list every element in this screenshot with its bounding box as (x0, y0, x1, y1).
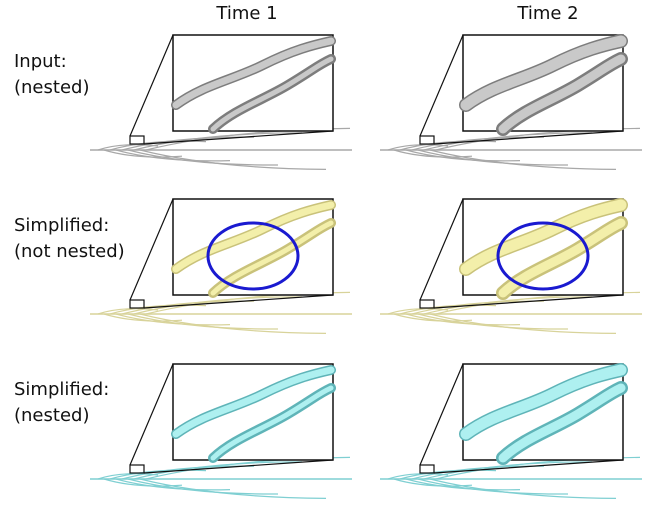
connector (144, 295, 333, 308)
tree-branch (430, 314, 616, 333)
connector (420, 199, 463, 300)
selection-box (420, 136, 434, 144)
selection-box (420, 300, 434, 308)
row-label: Input: (14, 51, 67, 72)
row-label: Simplified: (14, 215, 109, 236)
connector (420, 364, 463, 465)
connector (144, 460, 333, 473)
row-label: (not nested) (14, 241, 125, 262)
row-label: (nested) (14, 77, 89, 98)
selection-box (130, 465, 144, 473)
tree-branch (140, 150, 326, 169)
selection-box (420, 465, 434, 473)
connector (130, 35, 173, 136)
row-label: (nested) (14, 405, 89, 426)
connector (434, 131, 623, 144)
connector (434, 295, 623, 308)
tree-branch (140, 314, 326, 333)
tree-branch (430, 150, 616, 169)
connector (420, 35, 463, 136)
column-header: Time 1 (215, 3, 277, 24)
row-label: Simplified: (14, 379, 109, 400)
tree-branch (140, 479, 326, 498)
connector (434, 460, 623, 473)
connector (144, 131, 333, 144)
connector (130, 364, 173, 465)
figure: Time 1 Time 2 Input: (nested) Simplified… (0, 0, 650, 512)
selection-box (130, 300, 144, 308)
connector (130, 199, 173, 300)
column-header: Time 2 (516, 3, 578, 24)
tree-branch (430, 479, 616, 498)
selection-box (130, 136, 144, 144)
